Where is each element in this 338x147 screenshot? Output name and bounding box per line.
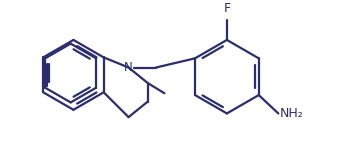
- Text: NH₂: NH₂: [280, 107, 304, 120]
- Text: N: N: [124, 61, 133, 74]
- Text: F: F: [223, 2, 231, 15]
